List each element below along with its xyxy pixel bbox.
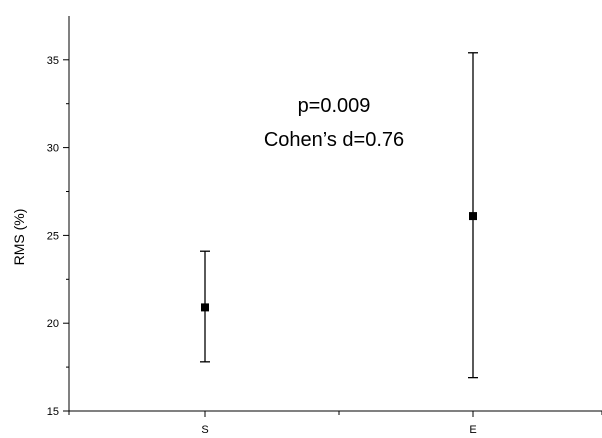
data-marks [200,52,478,379]
y-ticks: 15 20 25 30 35 [47,55,69,418]
y-axis-label: RMS (%) [11,209,27,266]
data-point-S [201,303,209,312]
y-tick-label: 30 [47,143,59,155]
axes [68,16,602,412]
x-tick-label: S [201,424,208,436]
data-point-E [469,212,477,221]
y-tick-label: 35 [47,55,59,67]
y-tick-label: 15 [47,406,59,418]
x-tick-label: E [469,424,476,436]
y-tick-label: 20 [47,318,59,330]
annotation-p-value: p=0.009 [298,95,371,117]
y-tick-label: 25 [47,230,59,242]
annotation-cohens-d: Cohen’s d=0.76 [264,129,404,151]
